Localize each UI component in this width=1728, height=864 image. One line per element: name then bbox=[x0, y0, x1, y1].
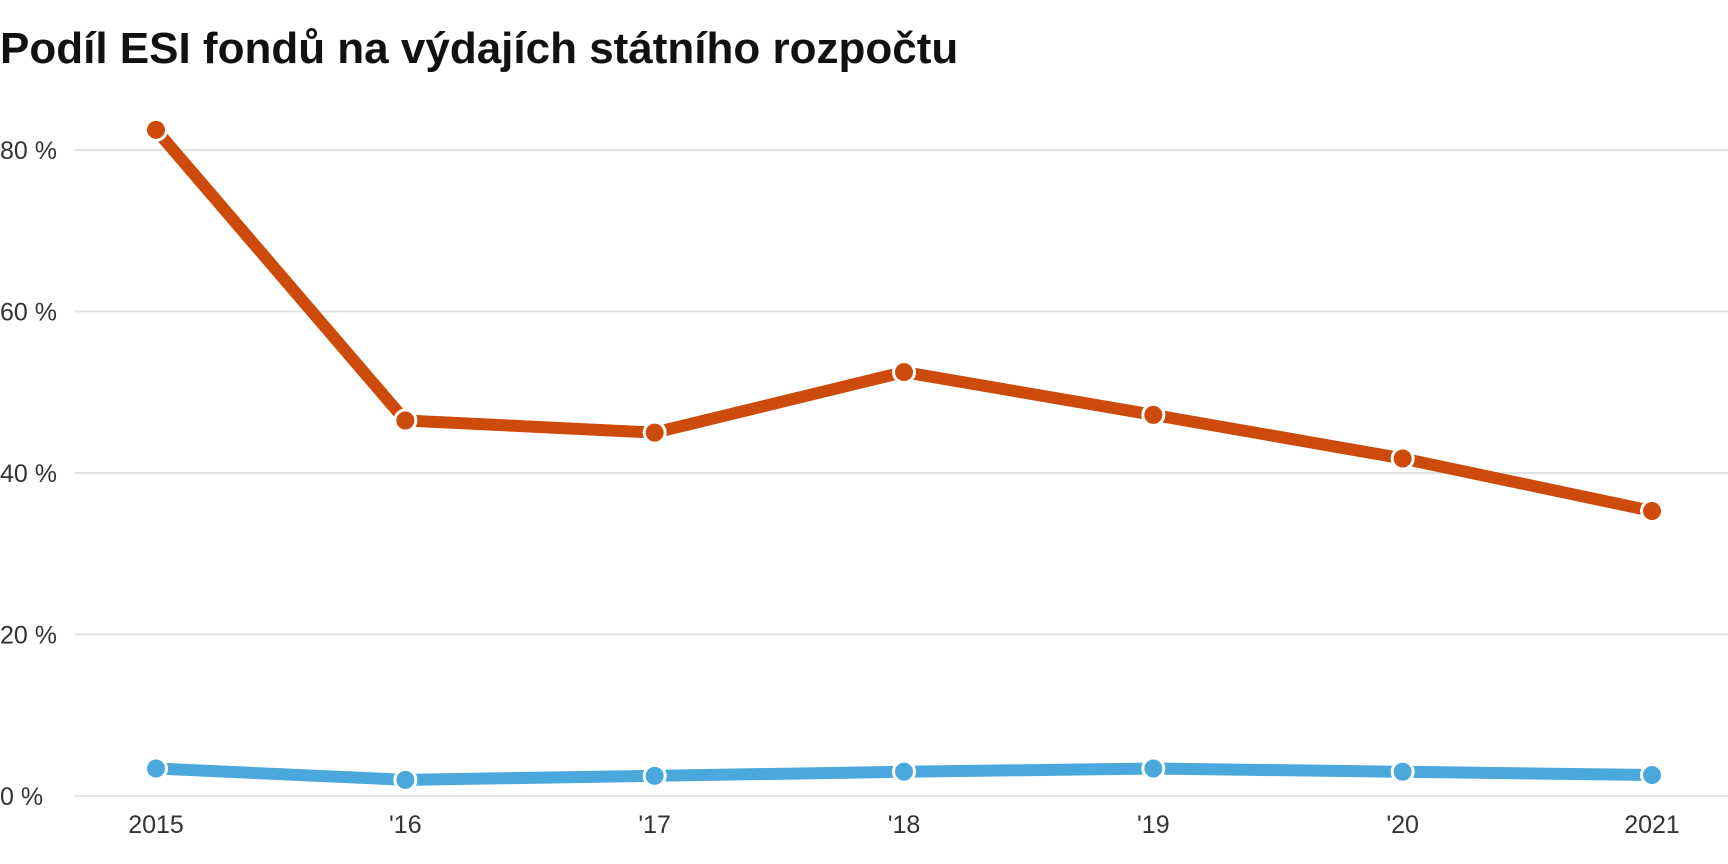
x-tick-label-4: '19 bbox=[1137, 811, 1170, 839]
series-1-point-3 bbox=[892, 759, 916, 784]
series-0-point-5 bbox=[1390, 446, 1415, 471]
series-1-point-4 bbox=[1141, 756, 1166, 781]
series-1-point-5 bbox=[1390, 759, 1415, 784]
x-tick-label-2: '17 bbox=[638, 811, 671, 839]
series-1-point-6 bbox=[1640, 763, 1664, 788]
chart-title: Podíl ESI fondů na výdajích státního roz… bbox=[0, 24, 959, 73]
y-tick-label-0: 0 % bbox=[0, 783, 43, 811]
series-0-point-4 bbox=[1141, 402, 1166, 427]
series-layer bbox=[144, 117, 1664, 792]
x-tick-label-3: '18 bbox=[888, 811, 921, 839]
x-tick-label-6: 2021 bbox=[1624, 811, 1680, 839]
x-axis-ticks: 2015 '16 '17 '18 '19 '20 2021 bbox=[128, 811, 1680, 839]
series-0 bbox=[144, 117, 1664, 523]
y-tick-label-60: 60 % bbox=[0, 299, 57, 327]
y-tick-label-40: 40 % bbox=[0, 460, 57, 488]
y-tick-label-80: 80 % bbox=[0, 137, 57, 165]
series-0-point-1 bbox=[393, 408, 418, 433]
x-tick-label-1: '16 bbox=[389, 811, 422, 839]
x-tick-label-0: 2015 bbox=[128, 811, 184, 839]
series-0-point-6 bbox=[1640, 498, 1664, 523]
series-0-point-0 bbox=[144, 117, 168, 142]
series-1-point-0 bbox=[144, 756, 168, 781]
x-tick-label-5: '20 bbox=[1386, 811, 1419, 839]
series-0-point-2 bbox=[642, 420, 667, 445]
y-axis-ticks: 0 % 20 % 40 % 60 % 80 % bbox=[0, 137, 57, 811]
series-1 bbox=[144, 756, 1664, 792]
series-0-line bbox=[150, 123, 1658, 517]
series-1-point-2 bbox=[642, 763, 667, 788]
series-0-point-3 bbox=[892, 360, 916, 385]
y-tick-label-20: 20 % bbox=[0, 622, 57, 650]
series-1-point-1 bbox=[393, 767, 418, 792]
